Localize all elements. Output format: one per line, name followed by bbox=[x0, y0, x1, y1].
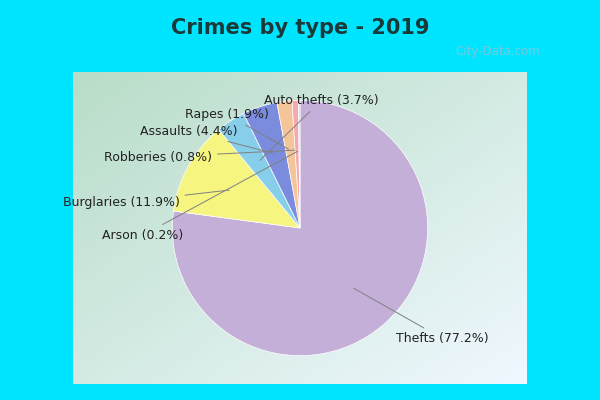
Wedge shape bbox=[244, 102, 300, 228]
Text: Crimes by type - 2019: Crimes by type - 2019 bbox=[171, 18, 429, 38]
Wedge shape bbox=[219, 114, 300, 228]
Wedge shape bbox=[277, 101, 300, 228]
Text: Robberies (0.8%): Robberies (0.8%) bbox=[104, 150, 295, 164]
Text: Burglaries (11.9%): Burglaries (11.9%) bbox=[62, 190, 229, 209]
Text: City-Data.com: City-Data.com bbox=[455, 46, 541, 58]
Wedge shape bbox=[173, 130, 300, 228]
Wedge shape bbox=[172, 100, 428, 356]
Wedge shape bbox=[292, 100, 300, 228]
Text: Rapes (1.9%): Rapes (1.9%) bbox=[185, 108, 289, 149]
Wedge shape bbox=[298, 100, 300, 228]
Text: Auto thefts (3.7%): Auto thefts (3.7%) bbox=[260, 94, 379, 160]
Text: Thefts (77.2%): Thefts (77.2%) bbox=[353, 288, 489, 345]
Text: Assaults (4.4%): Assaults (4.4%) bbox=[140, 125, 273, 153]
Text: Arson (0.2%): Arson (0.2%) bbox=[103, 151, 298, 242]
